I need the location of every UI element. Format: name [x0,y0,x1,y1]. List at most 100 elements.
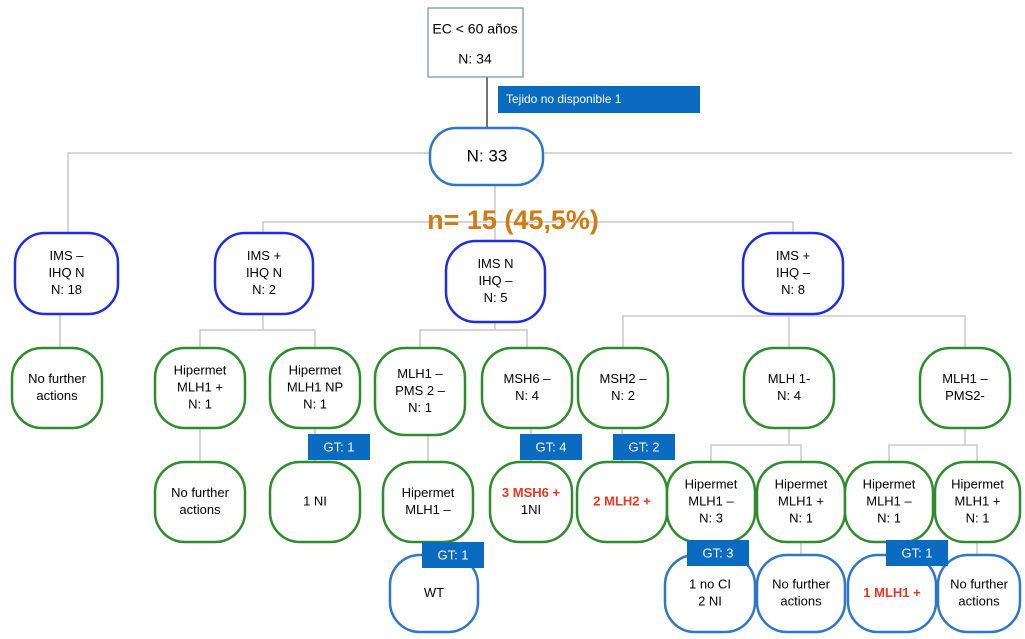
node [576,346,670,430]
node-label: MLH1 + [778,493,824,508]
node-label: IMS N [477,256,513,271]
node-label: 2 MLH2 + [593,493,651,508]
node-label: N: 2 [611,388,635,403]
gt-label: GT: 1 [901,545,932,560]
node-label: 2 NI [698,593,722,608]
node [10,346,104,430]
node-label: Hipermet [951,476,1004,491]
node-label: MLH1 – [397,366,443,381]
connector [199,329,316,348]
node [268,460,362,544]
node [268,346,362,430]
node-label: N: 1 [877,510,901,525]
gt-box [613,434,675,460]
node-label: PMS2- [945,388,985,403]
node [153,460,247,544]
node-label: N: 18 [51,282,82,297]
connector [622,315,966,348]
node [488,460,574,544]
node-label: IHQ – [479,273,514,288]
node-label: PMS 2 – [395,383,446,398]
node-label: MLH1 – [405,502,451,517]
node-label: MSH6 – [504,371,552,386]
gt-box [308,434,370,460]
node-label: N: 1 [966,510,990,525]
root-label: N: 34 [458,51,492,67]
connector [888,444,978,462]
excluded-box [498,86,700,113]
node-label: MLH 1- [768,371,811,386]
connector [67,152,430,233]
node-label: MLH1 + [955,493,1001,508]
node-label: MLH1 – [688,493,734,508]
node-label: MSH2 – [600,371,648,386]
gt-box [520,434,582,460]
node-label: 1NI [521,502,541,517]
headline: n= 15 (45,5%) [427,205,599,235]
node-label: actions [780,593,822,608]
node-label: N: 1 [303,396,327,411]
node [213,231,315,316]
node-label: WT [424,585,444,600]
node-label: IMS – [50,248,85,263]
node-label: Hipermet [402,485,455,500]
node-label: N: 5 [484,290,508,305]
root-label: EC < 60 años [432,21,517,37]
node [755,553,847,634]
center-label: N: 33 [467,146,508,165]
node-label: No further [772,576,830,591]
excluded-label: Tejido no disponible 1 [506,92,622,106]
node-label: IHQ N [48,265,84,280]
node-label: MLH1 – [942,371,988,386]
node [13,231,120,316]
node [480,346,574,430]
gt-label: GT: 3 [702,545,733,560]
node-label: IMS + [776,248,810,263]
node-label: N: 1 [789,510,813,525]
node [936,553,1022,634]
node-label: actions [179,502,221,517]
node-label: 1 MLH1 + [863,585,921,600]
node-label: actions [958,593,1000,608]
gt-box [886,540,948,566]
node-label: IHQ – [776,265,811,280]
node-label: 1 no CI [689,576,731,591]
node-label: N: 4 [515,388,539,403]
node [373,346,467,437]
gt-box [422,542,484,568]
node [918,346,1012,430]
gt-label: GT: 4 [535,439,566,454]
node [741,231,845,316]
connector [262,221,794,233]
node [742,346,836,430]
root-box [427,7,524,78]
node-label: 3 MSH6 + [502,485,561,500]
node-label: 1 NI [303,493,327,508]
connector [710,444,802,462]
node-label: actions [36,388,78,403]
node-label: No further [950,576,1008,591]
node-label: N: 1 [188,396,212,411]
node-label: Hipermet [174,362,227,377]
node-label: No further [28,371,86,386]
node-label: Hipermet [289,362,342,377]
gt-label: GT: 1 [323,439,354,454]
node [153,346,247,430]
gt-box [687,540,749,566]
node-label: IMS + [247,248,281,263]
node-label: Hipermet [685,476,738,491]
node-label: MLH1 – [866,493,912,508]
connector [419,329,528,348]
node-label: N: 2 [252,282,276,297]
gt-label: GT: 2 [628,439,659,454]
node-label: N: 8 [781,282,805,297]
gt-label: GT: 1 [437,547,468,562]
node-label: MLH1 NP [287,379,343,394]
node-label: N: 3 [699,510,723,525]
node-label: MLH1 + [177,379,223,394]
node-label: N: 1 [408,400,432,415]
center-node [428,126,545,187]
node-label: IHQ N [246,265,282,280]
node-label: N: 4 [777,388,801,403]
